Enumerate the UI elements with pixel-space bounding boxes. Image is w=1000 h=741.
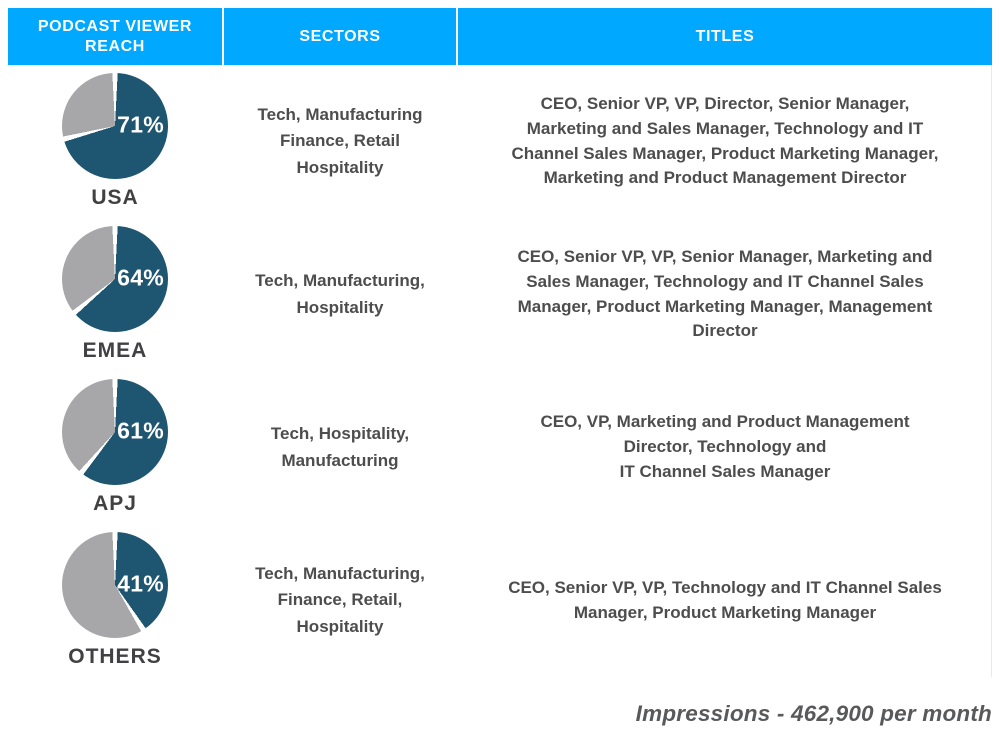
table-row-usa-sectors-cell: Tech, Manufacturing Finance, Retail Hosp… bbox=[224, 65, 456, 218]
pie-chart-emea: 64% bbox=[62, 226, 168, 332]
pie-percent-label: 71% bbox=[117, 111, 165, 138]
header-cell-titles: TITLES bbox=[458, 8, 992, 65]
pie-wrap: 71% USA bbox=[62, 73, 168, 210]
impressions-note: Impressions - 462,900 per month bbox=[635, 701, 992, 726]
pie-wrap: 64% EMEA bbox=[62, 226, 168, 363]
table-row-others-reach-cell: 41% OTHERS bbox=[8, 524, 222, 677]
table-row-emea-titles-cell: CEO, Senior VP, VP, Senior Manager, Mark… bbox=[458, 218, 992, 371]
region-label: USA bbox=[91, 186, 139, 209]
reach-table: PODCAST VIEWER REACH SECTORS TITLES 71% … bbox=[8, 8, 992, 677]
region-label: OTHERS bbox=[68, 645, 162, 668]
table-row-usa-reach-cell: 71% USA bbox=[8, 65, 222, 218]
sectors-text: Tech, Manufacturing, Hospitality bbox=[255, 271, 425, 317]
titles-text: CEO, Senior VP, VP, Senior Manager, Mark… bbox=[517, 246, 933, 341]
header-cell-podcast-viewer-reach: PODCAST VIEWER REACH bbox=[8, 8, 222, 65]
pie-chart-apj: 61% bbox=[62, 379, 168, 485]
table-row-apj-titles-cell: CEO, VP, Marketing and Product Managemen… bbox=[458, 371, 992, 524]
titles-text: CEO, Senior VP, VP, Technology and IT Ch… bbox=[508, 577, 942, 622]
table-row-others-sectors-cell: Tech, Manufacturing, Finance, Retail, Ho… bbox=[224, 524, 456, 677]
titles-text: CEO, Senior VP, VP, Director, Senior Man… bbox=[511, 93, 939, 188]
pie-chart-others: 41% bbox=[62, 532, 168, 638]
region-label: EMEA bbox=[82, 339, 148, 362]
header-cell-sectors: SECTORS bbox=[224, 8, 456, 65]
pie-wrap: 61% APJ bbox=[62, 379, 168, 516]
sectors-text: Tech, Manufacturing Finance, Retail Hosp… bbox=[257, 104, 423, 177]
table-row-apj-sectors-cell: Tech, Hospitality, Manufacturing bbox=[224, 371, 456, 524]
table-row-others-titles-cell: CEO, Senior VP, VP, Technology and IT Ch… bbox=[458, 524, 992, 677]
pie-percent-label: 64% bbox=[117, 264, 165, 291]
table-row-apj-reach-cell: 61% APJ bbox=[8, 371, 222, 524]
pie-percent-label: 61% bbox=[117, 417, 165, 444]
titles-text: CEO, VP, Marketing and Product Managemen… bbox=[540, 412, 910, 481]
pie-chart-usa: 71% bbox=[62, 73, 168, 179]
table-row-emea-sectors-cell: Tech, Manufacturing, Hospitality bbox=[224, 218, 456, 371]
sectors-text: Tech, Hospitality, Manufacturing bbox=[270, 424, 410, 470]
pie-wrap: 41% OTHERS bbox=[62, 532, 168, 669]
pie-percent-label: 41% bbox=[117, 570, 165, 597]
region-label: APJ bbox=[93, 492, 137, 515]
table-row-usa-titles-cell: CEO, Senior VP, VP, Director, Senior Man… bbox=[458, 65, 992, 218]
table-row-emea-reach-cell: 64% EMEA bbox=[8, 218, 222, 371]
sectors-text: Tech, Manufacturing, Finance, Retail, Ho… bbox=[255, 563, 425, 636]
